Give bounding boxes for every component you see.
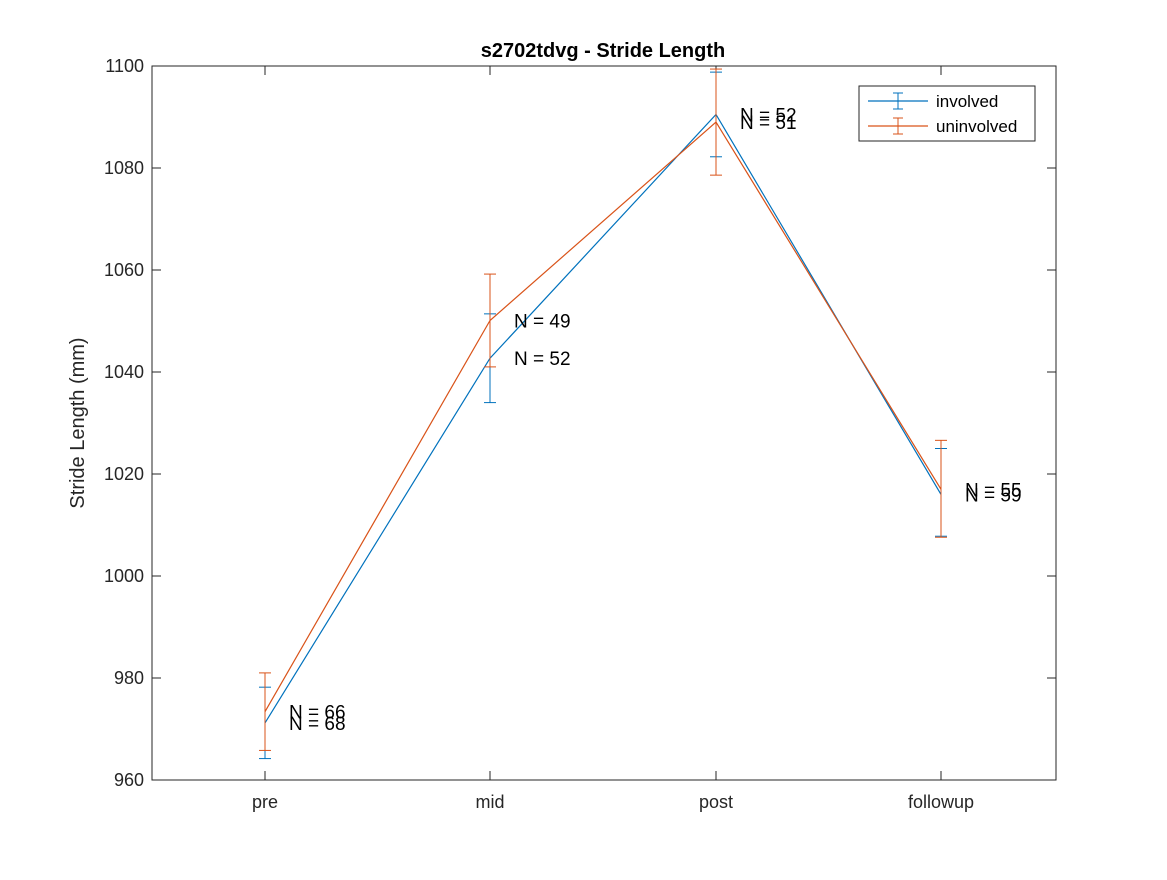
legend-label: uninvolved <box>936 117 1017 136</box>
y-tick-label: 1100 <box>105 56 144 76</box>
y-tick-label: 1020 <box>104 464 144 484</box>
n-count-label: N = 52 <box>514 349 571 370</box>
y-tick-label: 1040 <box>104 362 144 382</box>
x-tick-label: post <box>699 792 733 812</box>
y-tick-label: 960 <box>114 770 144 790</box>
n-count-label: N = 49 <box>514 311 571 332</box>
x-tick-label: pre <box>252 792 278 812</box>
x-tick-label: followup <box>908 792 974 812</box>
y-tick-label: 1080 <box>104 158 144 178</box>
n-count-label: N = 55 <box>965 480 1022 501</box>
legend: involved uninvolved <box>859 86 1035 141</box>
y-tick-label: 1060 <box>104 260 144 280</box>
chart-title: s2702tdvg - Stride Length <box>481 40 726 62</box>
n-count-label: N = 66 <box>289 703 346 724</box>
legend-label: involved <box>936 92 998 111</box>
y-tick-label: 980 <box>114 668 144 688</box>
x-tick-label: mid <box>475 792 504 812</box>
n-count-label: N = 51 <box>740 113 797 134</box>
y-tick-label: 1000 <box>104 566 144 586</box>
y-axis-label: Stride Length (mm) <box>67 337 89 508</box>
